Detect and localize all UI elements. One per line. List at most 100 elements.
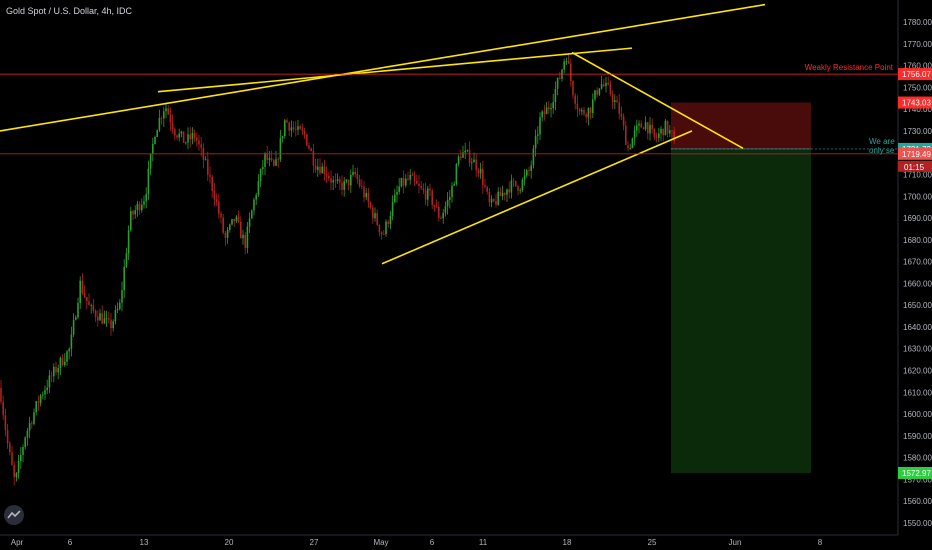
trendlines-layer[interactable] [0, 3, 766, 265]
candle-body [26, 430, 29, 438]
candle-body [486, 187, 488, 192]
candle-body [530, 165, 532, 172]
candle-body [398, 186, 400, 192]
candle-body [11, 452, 13, 466]
candle-body [363, 186, 365, 198]
candle-body [310, 148, 312, 151]
countdown-label: 01:15 [904, 163, 925, 172]
candle-body [369, 202, 372, 208]
time-tick-label: 27 [310, 538, 319, 547]
candle-body [614, 100, 616, 102]
candle-body [460, 156, 462, 158]
price-tick-label: 1650.00 [903, 301, 932, 310]
candle-body [97, 316, 99, 321]
candle-body [347, 179, 350, 186]
candle-body [589, 107, 592, 113]
candle-body [257, 181, 260, 195]
candle-body [581, 110, 583, 112]
candle-body [495, 200, 497, 205]
candle-body [0, 387, 2, 402]
candle-body [288, 122, 290, 131]
candle-body [319, 166, 321, 174]
price-badge-resistance [898, 68, 932, 81]
candle-body [174, 129, 176, 136]
candle-body [576, 103, 579, 110]
candle-body [662, 128, 664, 136]
candle-body [462, 152, 464, 158]
candle-body [664, 120, 667, 136]
position-zones [671, 102, 811, 473]
candle-body [88, 301, 90, 306]
candle-body [180, 131, 183, 134]
price-tick-label: 1620.00 [903, 367, 932, 376]
candle-body [330, 178, 332, 183]
candle-body [112, 321, 114, 329]
candle-body [523, 175, 526, 180]
price-badge-entry-upper [898, 96, 932, 109]
candle-body [548, 107, 550, 110]
candle-body [325, 174, 328, 176]
candle-body [343, 181, 345, 190]
candle-body [121, 290, 123, 303]
candle-body [145, 193, 147, 202]
candle-body [119, 302, 121, 309]
candle-body [545, 107, 548, 115]
time-tick-label: 25 [648, 538, 657, 547]
candle-body [554, 88, 557, 103]
candle-body [631, 138, 634, 149]
candle-body [620, 113, 623, 117]
candle-body [37, 401, 40, 403]
candle-body [53, 366, 55, 377]
candle-body [55, 366, 57, 373]
price-tick-label: 1760.00 [903, 62, 932, 71]
note-line-1: We are [869, 137, 895, 146]
candle-body [409, 174, 411, 180]
price-tick-label: 1580.00 [903, 454, 932, 463]
candle-body [237, 216, 240, 222]
price-badge-last [898, 147, 932, 160]
candle-body [275, 159, 277, 166]
candle-body [497, 191, 499, 205]
candle-body [334, 180, 337, 182]
candle-body [427, 188, 429, 200]
candle-body [339, 179, 341, 183]
candle-body [449, 197, 451, 200]
candle-body [127, 230, 130, 254]
candle-body [429, 188, 431, 191]
candle-body [246, 226, 249, 249]
descending-resistance-line [571, 51, 744, 150]
candle-body [141, 204, 143, 211]
time-axis[interactable]: Apr 6 13 20 27 May 6 11 18 25 Jun 8 [0, 534, 898, 547]
price-tick-label: 1700.00 [903, 192, 932, 201]
tradingview-logo-icon[interactable] [4, 505, 24, 525]
time-tick-label: 6 [68, 538, 73, 547]
price-axis[interactable]: 1550.00 1560.00 1570.00 1580.00 1590.00 1600.… [897, 0, 932, 535]
candle-body [592, 99, 594, 113]
time-tick-label: 11 [479, 538, 488, 547]
candle-body [240, 221, 242, 239]
candle-body [262, 166, 264, 170]
candle-body [616, 100, 618, 103]
candle-body [537, 134, 539, 136]
candle-body [9, 443, 11, 453]
candle-body [66, 351, 68, 362]
candle-body [15, 473, 18, 478]
candle-body [466, 149, 469, 151]
candle-body [587, 107, 590, 118]
candle-body [207, 159, 209, 175]
candle-body [284, 120, 286, 136]
candle-body [264, 153, 266, 167]
candle-body [193, 133, 196, 138]
candle-body [508, 189, 510, 193]
candle-body [629, 148, 631, 149]
candle-body [101, 313, 103, 324]
candle-body [39, 395, 42, 403]
candle-body [20, 454, 22, 462]
price-tick-label: 1640.00 [903, 323, 932, 332]
candle-body [600, 84, 603, 89]
candle-body [59, 357, 62, 369]
candle-body [136, 203, 139, 211]
candle-body [156, 130, 158, 137]
